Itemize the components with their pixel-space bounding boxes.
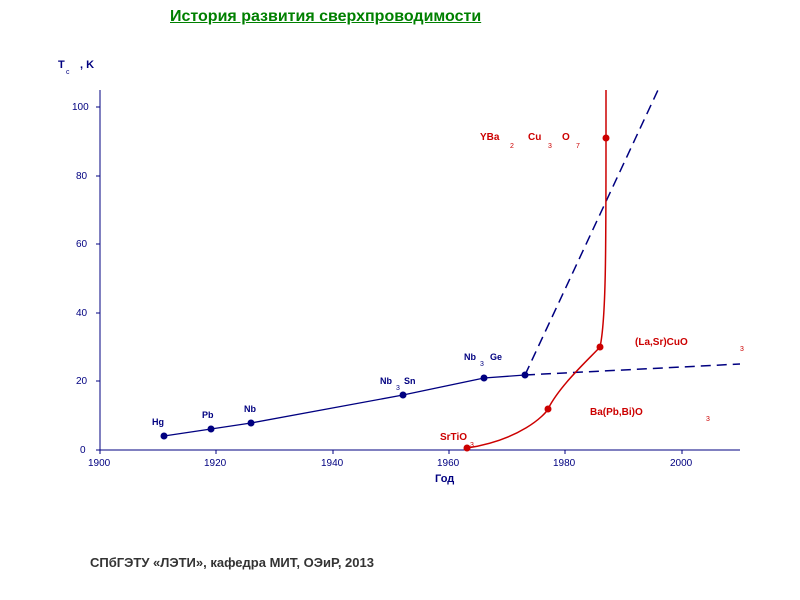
blue-solid-line xyxy=(164,375,525,436)
svg-text:2: 2 xyxy=(510,143,514,150)
y-axis-sub: c xyxy=(66,69,70,76)
svg-text:1980: 1980 xyxy=(553,458,576,469)
y-axis-unit: , K xyxy=(80,59,94,71)
svg-text:60: 60 xyxy=(76,239,88,250)
svg-text:3: 3 xyxy=(548,143,552,150)
label-srtio-sub: 3 xyxy=(470,442,474,449)
label-nb3ge-3: 3 xyxy=(480,361,484,368)
red-markers xyxy=(464,135,610,452)
x-ticks: 1900 1920 1940 1960 1980 2000 xyxy=(88,450,693,469)
svg-text:40: 40 xyxy=(76,308,88,319)
label-nb3ge-ge: Ge xyxy=(490,352,502,362)
footer-text: СПбГЭТУ «ЛЭТИ», кафедра МИТ, ОЭиР, 2013 xyxy=(90,555,374,570)
svg-text:1960: 1960 xyxy=(437,458,460,469)
svg-text:YBa: YBa xyxy=(480,132,500,143)
y-axis-label: T xyxy=(58,59,65,71)
label-bapbbio-sub: 3 xyxy=(706,416,710,423)
svg-text:80: 80 xyxy=(76,171,88,182)
label-pb: Pb xyxy=(202,410,214,420)
label-nb3sn-3: 3 xyxy=(396,385,400,392)
svg-text:1900: 1900 xyxy=(88,458,111,469)
label-lasrcuo: (La,Sr)CuO xyxy=(635,337,688,348)
superconductivity-chart: T c , K 0 20 40 60 80 100 1900 1920 1940… xyxy=(40,50,760,510)
label-nb3ge-nb: Nb xyxy=(464,352,476,362)
label-bapbbio: Ba(Pb,Bi)O xyxy=(590,407,643,418)
svg-text:7: 7 xyxy=(576,143,580,150)
label-srtio: SrTiO xyxy=(440,432,467,443)
label-nb3sn-sn: Sn xyxy=(404,376,416,386)
svg-text:O: O xyxy=(562,132,570,143)
svg-text:1940: 1940 xyxy=(321,458,344,469)
chart-title: История развития сверхпроводимости xyxy=(170,8,481,26)
svg-text:2000: 2000 xyxy=(670,458,693,469)
svg-text:100: 100 xyxy=(72,102,89,113)
label-ybco: YBa 2 Cu 3 O 7 xyxy=(480,132,580,150)
svg-text:20: 20 xyxy=(76,376,88,387)
label-nb: Nb xyxy=(244,404,256,414)
label-hg: Hg xyxy=(152,417,164,427)
svg-text:Cu: Cu xyxy=(528,132,541,143)
svg-text:1920: 1920 xyxy=(204,458,227,469)
x-axis-label: Год xyxy=(435,473,454,485)
blue-dash-up xyxy=(525,90,658,375)
blue-dash-flat xyxy=(525,364,740,375)
label-lasrcuo-sub: 3 xyxy=(740,346,744,353)
svg-text:0: 0 xyxy=(80,445,86,456)
label-nb3sn-nb: Nb xyxy=(380,376,392,386)
y-ticks: 0 20 40 60 80 100 xyxy=(72,102,100,456)
red-curve xyxy=(467,90,606,448)
